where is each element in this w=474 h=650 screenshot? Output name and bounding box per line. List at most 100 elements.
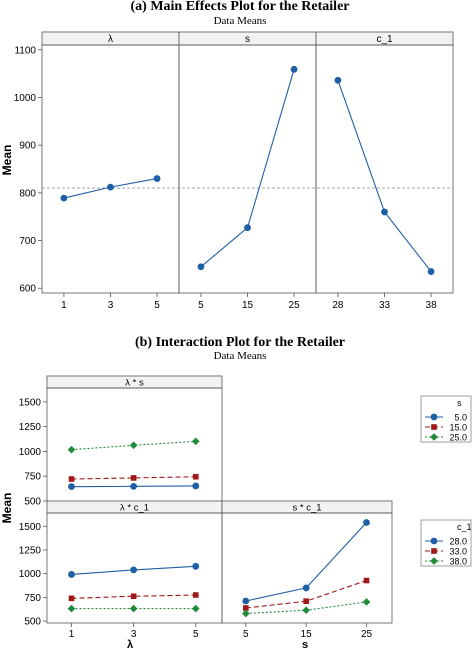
point-a-1-2: [290, 65, 298, 73]
xtick-label-b-2-0: 5: [243, 629, 249, 640]
xtick-label-a-0-0: 1: [61, 300, 67, 311]
subtitle-a: Data Means: [214, 15, 267, 27]
title-a: (a) Main Effects Plot for the Retailer: [131, 0, 350, 14]
legend-marker-1-0: [430, 537, 438, 545]
series-line-b-0-2: [71, 440, 196, 451]
point-b-2-0-0: [242, 597, 250, 605]
point-b-0-0-0: [68, 483, 75, 491]
legend-box-1: [420, 519, 472, 567]
point-b-0-2-2: [191, 437, 200, 446]
point-b-2-2-1: [302, 606, 310, 614]
xtick-label-b-2-1: 15: [301, 629, 313, 640]
ytick-label-a-2: 800: [19, 188, 36, 199]
point-b-2-1-0: [243, 605, 249, 611]
point-b-2-1-2: [363, 577, 370, 584]
point-b-0-2-1: [129, 441, 138, 450]
panel-frame-0: [41, 44, 180, 294]
point-b-2-2-0: [242, 609, 250, 618]
point-b-2-2-2: [362, 598, 371, 606]
xtick-label-b-1-0: 1: [69, 629, 75, 640]
strip-label-b-1: λ * c_1: [120, 503, 149, 514]
point-b-0-1-0: [68, 476, 75, 482]
point-b-1-0-1: [130, 566, 138, 574]
series-line-b-1-1: [71, 594, 196, 599]
point-a-1-1: [244, 224, 251, 232]
point-a-0-1: [107, 183, 114, 191]
point-b-2-0-1: [302, 584, 310, 592]
ytick-label-b-1-2: 1000: [19, 569, 42, 580]
legend-title-1: c_1: [457, 522, 472, 532]
xlabel-lambda: λ: [127, 639, 133, 650]
title-b: (b) Interaction Plot for the Retailer: [135, 335, 345, 350]
series-line-a-2: [337, 80, 432, 272]
point-a-2-2: [427, 268, 435, 275]
interaction-plot: 500 750 1000 1250 1500 500 750 1000 1250 1500 λ * …: [19, 375, 393, 640]
point-b-2-1-1: [303, 598, 309, 604]
panel-frame-b-2: [221, 512, 393, 624]
xtick-label-a-1-1: 15: [242, 300, 254, 311]
point-b-1-0-2: [192, 562, 200, 570]
legend-marker-0-1: [431, 424, 437, 430]
xtick-label-a-0-1: 3: [108, 300, 114, 311]
point-b-1-1-1: [130, 593, 137, 600]
ytick-label-a-1: 700: [19, 236, 36, 247]
legend-marker-0-0: [430, 413, 438, 421]
point-a-0-0: [60, 194, 68, 202]
point-b-1-2-2: [191, 604, 200, 613]
ytick-label-a-4: 1000: [14, 93, 37, 104]
point-b-1-2-1: [129, 604, 138, 613]
legend-label-1-0: 28.0: [449, 537, 467, 547]
point-a-2-1: [381, 208, 388, 216]
legend-label-1-2: 38.0: [449, 557, 467, 567]
strip-label-b-2: s * c_1: [292, 503, 321, 514]
ylabel-a: Mean: [0, 145, 14, 176]
legend-label-0-1: 15.0: [449, 423, 467, 433]
legend-title-0: s: [457, 398, 462, 408]
strip-label-2: c_1: [376, 34, 393, 45]
legend-marker-1-2: [430, 557, 438, 565]
ytick-label-b-0-0: 500: [24, 497, 41, 508]
xtick-label-a-2-2: 38: [426, 300, 438, 311]
xtick-label-b-1-2: 5: [193, 629, 199, 640]
xlabel-s: s: [302, 639, 308, 650]
legend-label-0-0: 5.0: [454, 413, 467, 423]
ytick-label-a-0: 600: [19, 284, 36, 295]
ytick-label-b-0-4: 1500: [19, 397, 42, 408]
point-b-0-0-2: [192, 482, 200, 490]
point-a-0-2: [153, 175, 161, 182]
ytick-label-a-3: 900: [19, 141, 36, 152]
series-line-b-0-1: [71, 476, 196, 480]
legend-marker-0-2: [430, 433, 438, 441]
xtick-label-a-1-2: 25: [289, 300, 301, 311]
point-b-1-1-0: [68, 595, 75, 602]
point-b-0-0-1: [130, 482, 138, 490]
series-line-a-1: [200, 69, 295, 268]
panel-frame-1: [178, 44, 317, 294]
point-b-1-2-0: [67, 604, 76, 613]
point-a-1-0: [197, 263, 205, 271]
ytick-label-b-1-4: 1500: [19, 522, 42, 533]
legend-box-0: [420, 395, 472, 443]
xtick-label-a-0-2: 5: [154, 300, 160, 311]
point-b-0-2-0: [67, 445, 76, 454]
strip-label-1: s: [245, 34, 250, 45]
ylabel-b: Mean: [0, 493, 14, 524]
xtick-label-b-1-1: 3: [131, 629, 137, 640]
legend-label-1-1: 33.0: [449, 547, 467, 557]
legend-marker-1-1: [431, 548, 437, 554]
strip-label-0: λ: [108, 34, 113, 45]
subtitle-b: Data Means: [214, 350, 267, 362]
xtick-label-a-2-1: 33: [379, 300, 391, 311]
legends: s 5.015.025.0 c_1 28.033.038.0: [420, 395, 472, 567]
main-effects-plot: λ s c_1 600 700 800 900 1000 1100 1 3 5 5 15 25 28 33 38: [14, 31, 454, 311]
point-b-0-1-1: [130, 475, 137, 481]
ytick-label-b-0-3: 1250: [19, 422, 42, 433]
point-b-0-1-2: [192, 473, 199, 480]
xtick-label-a-1-0: 5: [198, 300, 204, 311]
ytick-label-b-0-2: 1000: [19, 447, 42, 458]
xtick-label-b-2-2: 25: [361, 629, 373, 640]
xtick-label-a-2-0: 28: [332, 300, 344, 311]
point-b-1-1-2: [192, 592, 199, 598]
point-a-2-0: [334, 76, 342, 84]
